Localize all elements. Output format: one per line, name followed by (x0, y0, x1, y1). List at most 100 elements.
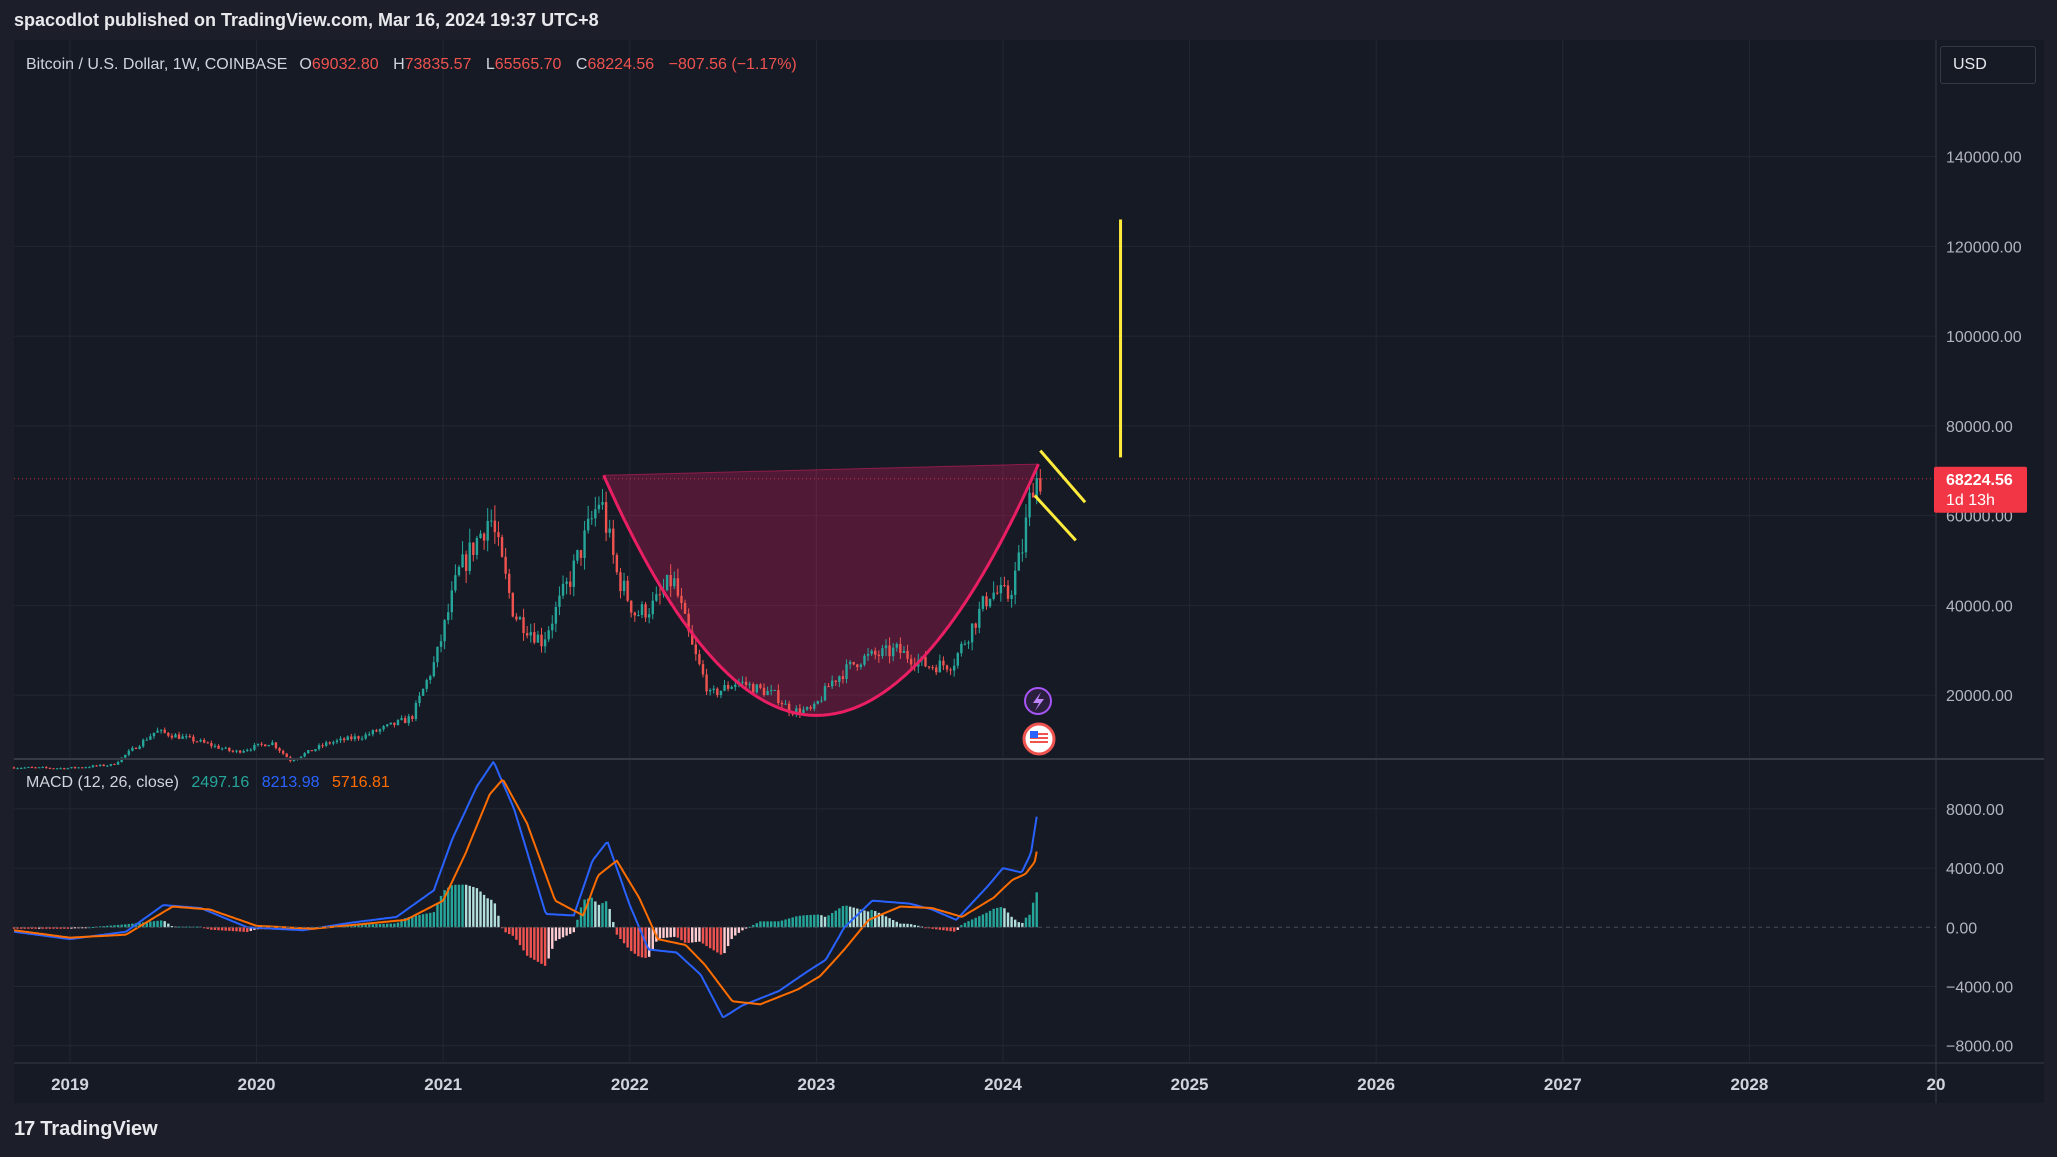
candle-body (708, 690, 712, 692)
macd-histogram-bar (967, 921, 970, 928)
price-axis-tick-label: 100000.00 (1946, 329, 2022, 346)
candle-body (202, 740, 206, 743)
macd-histogram-bar (608, 908, 611, 928)
macd-histogram-bar (443, 890, 446, 928)
macd-histogram-bar (687, 927, 690, 943)
macd-histogram-bar (378, 923, 382, 928)
macd-histogram-bar (475, 888, 479, 928)
candle-body (970, 623, 974, 643)
macd-histogram-bar (436, 903, 439, 928)
macd-histogram-bar (683, 927, 687, 943)
candle-body (658, 594, 662, 596)
candle-body (938, 660, 942, 673)
candle-body (335, 740, 339, 743)
candle-body (48, 767, 52, 769)
candle-body (411, 716, 414, 719)
candle-body (346, 736, 349, 741)
candle-body (457, 567, 461, 576)
macd-histogram-bar (902, 923, 906, 928)
macd-histogram-bar (830, 912, 834, 928)
macd-histogram-bar (622, 927, 626, 944)
candle-body (246, 749, 249, 751)
candle-body (217, 745, 220, 749)
macd-histogram-bar (439, 895, 443, 928)
candle-body (809, 707, 812, 709)
candle-body (508, 573, 511, 593)
macd-histogram-bar (909, 924, 913, 928)
price-axis-tick-label: 120000.00 (1946, 239, 2022, 256)
candle-body (353, 736, 357, 740)
candle-body (55, 768, 59, 770)
candle-body (52, 768, 55, 770)
macd-histogram-bar (464, 884, 468, 928)
candle-body (683, 603, 687, 614)
candle-body (569, 581, 572, 587)
candle-body (687, 613, 690, 632)
candle-body (823, 686, 827, 701)
candle-body (590, 518, 593, 520)
macd-histogram-bar (30, 927, 34, 929)
candle-body (1003, 585, 1006, 587)
candle-body (152, 732, 156, 737)
currency-button[interactable]: USD (1940, 46, 2036, 84)
price-axis-tick-label: 60000.00 (1946, 509, 2013, 526)
macd-histogram-bar (877, 912, 881, 928)
tradingview-logo[interactable]: 17 TradingView (14, 1118, 158, 1141)
us-flag-icon[interactable] (1022, 722, 1056, 756)
candle-body (777, 690, 780, 703)
candle-body (978, 608, 981, 628)
candle-body (475, 537, 479, 555)
macd-histogram-bar (712, 927, 715, 951)
candle-body (726, 685, 730, 689)
macd-histogram-bar (206, 927, 209, 929)
macd-histogram-bar (985, 912, 988, 928)
macd-histogram-bar (447, 887, 450, 928)
candle-body (967, 642, 970, 644)
candle-body (874, 650, 877, 655)
candle-body (386, 724, 389, 727)
macd-histogram-bar (400, 920, 403, 928)
time-axis-tick-label: 2023 (797, 1075, 835, 1094)
macd-histogram-bar (73, 927, 77, 929)
macd-histogram-bar (84, 927, 87, 929)
macd-histogram-bar (708, 927, 712, 949)
candle-body (350, 736, 353, 740)
time-axis-tick-label: 2026 (1357, 1075, 1395, 1094)
candle-body (425, 679, 428, 689)
candle-body (981, 596, 985, 609)
candle-body (299, 756, 303, 759)
candle-body (77, 767, 80, 769)
candle-body (784, 703, 787, 705)
candle-body (518, 617, 522, 620)
macd-histogram-bar (246, 927, 249, 933)
candle-body (307, 750, 310, 754)
macd-histogram-bar (102, 926, 105, 928)
candle-body (895, 643, 898, 648)
publish-info: spacodlot published on TradingView.com, … (14, 10, 599, 30)
macd-histogram-bar (662, 927, 665, 939)
candle-body (716, 688, 719, 696)
candle-body (594, 509, 597, 519)
candle-body (450, 590, 453, 613)
macd-histogram-bar (242, 927, 245, 932)
macd-histogram-bar (421, 914, 425, 928)
axes: 140000.00 120000.00 100000.00 80000.00 60000… (14, 40, 2044, 1103)
candle-body (640, 604, 644, 616)
macd-histogram-bar (960, 925, 963, 928)
macd-histogram-bar (716, 927, 719, 953)
candle-body (145, 739, 148, 741)
macd-histogram-bar (543, 927, 547, 966)
macd-histogram-bar (210, 927, 213, 930)
macd-histogram-bar (389, 923, 392, 928)
tradingview-brand: TradingView (40, 1118, 158, 1140)
macd-histogram-bar (1013, 919, 1017, 928)
candle-body (27, 767, 30, 769)
macd-histogram-bar (450, 885, 453, 928)
lightning-icon[interactable] (1024, 687, 1052, 715)
macd-histogram-bar (895, 921, 898, 928)
candle-body (360, 738, 364, 740)
macd-histogram-bar (906, 923, 909, 928)
candle-body (1039, 478, 1042, 492)
macd-histogram-bar (978, 916, 981, 928)
